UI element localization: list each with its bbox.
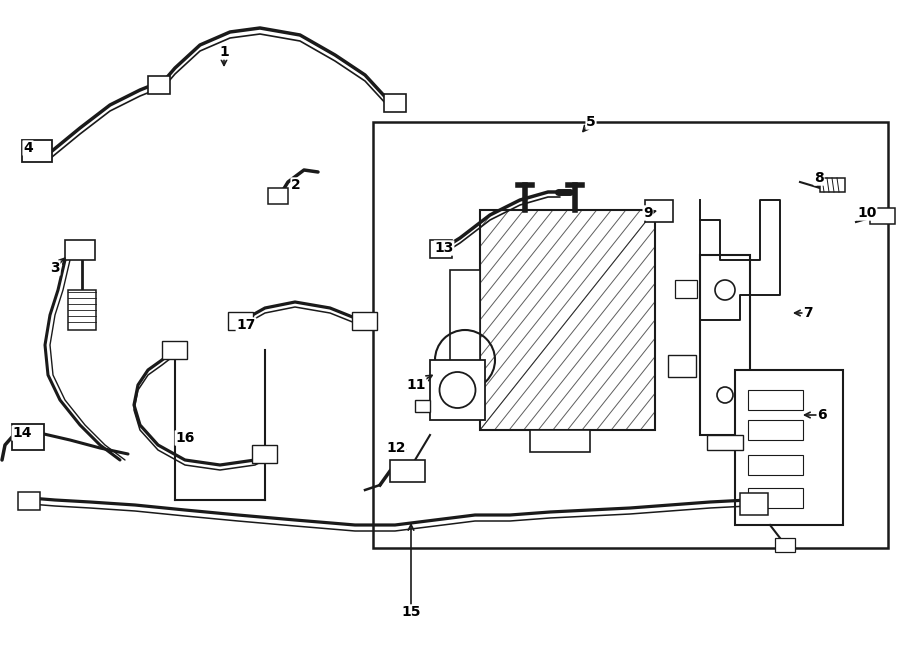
Text: 8: 8 (814, 171, 824, 185)
Bar (373, 122, 888, 548)
Text: 16: 16 (176, 431, 194, 445)
Text: 17: 17 (237, 318, 256, 332)
Text: 6: 6 (817, 408, 827, 422)
Bar (352, 312, 377, 330)
Bar (748, 455, 803, 475)
Bar (645, 200, 673, 222)
Bar (162, 341, 187, 359)
Text: 10: 10 (858, 206, 877, 220)
Text: 7: 7 (803, 306, 813, 320)
Bar (228, 312, 253, 330)
Text: 12: 12 (386, 441, 406, 455)
Bar (870, 208, 895, 224)
Bar (707, 435, 743, 450)
Bar (775, 538, 795, 552)
Bar (18, 492, 40, 510)
Bar (748, 488, 803, 508)
Bar (430, 360, 485, 420)
Text: 4: 4 (23, 141, 33, 155)
Bar (675, 280, 697, 298)
Text: 1: 1 (219, 45, 229, 59)
Bar (700, 255, 750, 435)
Bar (384, 94, 406, 112)
Bar (65, 240, 95, 260)
Bar (530, 430, 590, 452)
Text: 9: 9 (644, 206, 652, 220)
Bar (668, 355, 696, 377)
Bar (450, 270, 480, 380)
Bar (12, 424, 44, 450)
Bar (268, 188, 288, 204)
Bar (68, 290, 96, 330)
Polygon shape (700, 200, 780, 320)
Text: 3: 3 (50, 261, 59, 275)
Bar (480, 210, 655, 430)
Bar (390, 460, 425, 482)
Bar (735, 370, 843, 525)
Bar (820, 178, 845, 192)
Bar (148, 76, 170, 94)
Text: 13: 13 (435, 241, 454, 255)
Bar (252, 445, 277, 463)
Text: 11: 11 (406, 378, 426, 392)
Text: 2: 2 (291, 178, 301, 192)
Text: 14: 14 (13, 426, 32, 440)
Text: 5: 5 (586, 115, 596, 129)
Text: 15: 15 (401, 605, 421, 619)
Bar (748, 420, 803, 440)
Bar (415, 400, 430, 412)
Bar (748, 390, 803, 410)
Bar (22, 140, 52, 162)
Bar (430, 240, 452, 258)
Bar (740, 493, 768, 515)
